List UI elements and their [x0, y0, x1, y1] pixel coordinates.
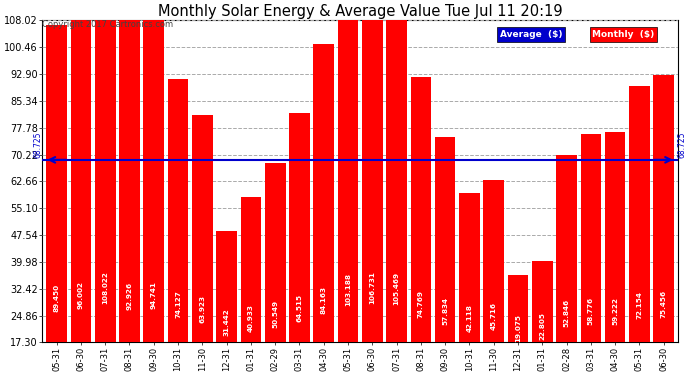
Bar: [459, 193, 480, 342]
Bar: [313, 44, 334, 342]
Text: 103.188: 103.188: [345, 273, 351, 306]
Text: 52.846: 52.846: [564, 299, 569, 327]
Text: 50.549: 50.549: [272, 300, 278, 328]
Bar: [70, 2, 91, 342]
Bar: [144, 6, 164, 342]
Text: 58.776: 58.776: [588, 297, 594, 325]
Text: 74.769: 74.769: [418, 290, 424, 318]
Bar: [119, 12, 140, 342]
Text: Copyright 2017 Cartronics.com: Copyright 2017 Cartronics.com: [42, 20, 173, 29]
Text: 63.923: 63.923: [199, 294, 206, 322]
Text: 42.118: 42.118: [466, 304, 473, 332]
Text: 75.456: 75.456: [661, 290, 667, 318]
Bar: [289, 113, 310, 342]
Text: 19.075: 19.075: [515, 314, 521, 342]
Text: 68.725: 68.725: [34, 132, 43, 158]
Bar: [241, 197, 262, 342]
Bar: [265, 163, 286, 342]
Bar: [556, 155, 577, 342]
Bar: [653, 75, 674, 342]
Text: 106.731: 106.731: [369, 272, 375, 304]
Bar: [216, 231, 237, 342]
Text: 40.933: 40.933: [248, 304, 254, 332]
Bar: [337, 0, 358, 342]
Bar: [192, 116, 213, 342]
Bar: [95, 0, 115, 342]
Text: 31.442: 31.442: [224, 309, 230, 336]
Bar: [605, 132, 625, 342]
Bar: [411, 77, 431, 342]
Bar: [386, 0, 407, 342]
Text: 22.805: 22.805: [540, 312, 545, 340]
Text: 94.741: 94.741: [151, 282, 157, 309]
Text: 89.450: 89.450: [54, 284, 59, 312]
Bar: [46, 25, 67, 342]
Bar: [435, 137, 455, 342]
Text: 105.469: 105.469: [393, 272, 400, 305]
Text: 108.022: 108.022: [102, 271, 108, 304]
Text: 74.127: 74.127: [175, 291, 181, 318]
Bar: [580, 134, 601, 342]
Bar: [629, 86, 650, 342]
Text: Average  ($): Average ($): [500, 30, 562, 39]
Text: 64.515: 64.515: [297, 294, 302, 322]
Text: 84.163: 84.163: [321, 286, 327, 314]
Bar: [362, 0, 383, 342]
Bar: [484, 180, 504, 342]
Text: 45.716: 45.716: [491, 302, 497, 330]
Text: 96.002: 96.002: [78, 281, 84, 309]
Text: 59.222: 59.222: [612, 297, 618, 324]
Bar: [532, 261, 553, 342]
Text: 72.154: 72.154: [636, 291, 642, 319]
Bar: [168, 79, 188, 342]
Bar: [508, 275, 529, 342]
Text: Monthly  ($): Monthly ($): [593, 30, 655, 39]
Text: 92.926: 92.926: [126, 282, 132, 310]
Title: Monthly Solar Energy & Average Value Tue Jul 11 20:19: Monthly Solar Energy & Average Value Tue…: [158, 4, 562, 19]
Text: 68.725: 68.725: [678, 132, 687, 158]
Text: 57.834: 57.834: [442, 297, 448, 325]
